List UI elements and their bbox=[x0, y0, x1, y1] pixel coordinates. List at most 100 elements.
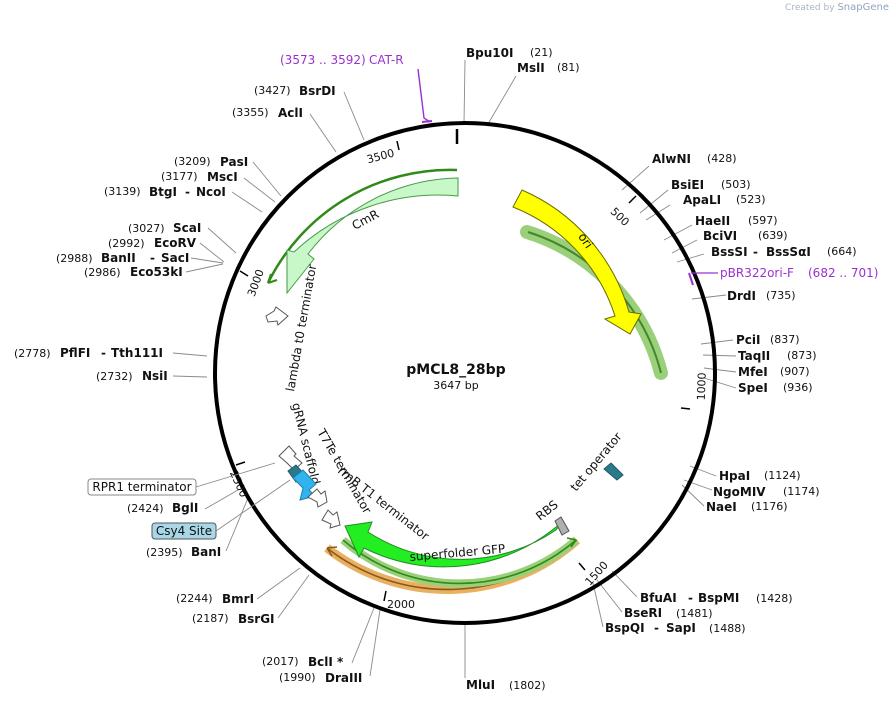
cat-r-primer[interactable] bbox=[417, 68, 433, 123]
enzyme-mlui[interactable]: MluI bbox=[466, 678, 495, 692]
enzyme-ecorv-pos: (2992) bbox=[108, 237, 145, 250]
enzyme-bcli[interactable]: BclI * bbox=[308, 655, 344, 669]
enzyme-spei[interactable]: SpeI bbox=[738, 381, 768, 395]
enzyme-pcii[interactable]: PciI bbox=[736, 333, 761, 347]
superfolder-gfp-feature[interactable] bbox=[324, 521, 580, 594]
enzyme-bfuai[interactable]: BfuAI bbox=[640, 591, 677, 605]
enzyme-bspmi[interactable]: BspMI bbox=[698, 591, 739, 605]
enzyme-drdi-pos: (735) bbox=[766, 289, 796, 302]
enzyme-msci[interactable]: MscI bbox=[207, 170, 238, 184]
enzyme-msli-pos: (81) bbox=[557, 61, 580, 74]
enzyme-bsssi[interactable]: BssSI bbox=[711, 245, 748, 259]
enzyme-nsii-pos: (2732) bbox=[96, 370, 133, 383]
rrnb-t1-terminator-arrow[interactable] bbox=[321, 509, 341, 529]
tet-operator-label: tet operator bbox=[568, 430, 625, 494]
enzyme-ecorv[interactable]: EcoRV bbox=[154, 236, 197, 250]
enzyme-bcli-pos: (2017) bbox=[262, 655, 299, 668]
enzyme-tth111i[interactable]: Tth111I bbox=[111, 346, 163, 360]
enzyme-pasi-pos: (3209) bbox=[174, 155, 211, 168]
enzyme-bgli[interactable]: BglI bbox=[172, 501, 198, 515]
enzyme-mfei[interactable]: MfeI bbox=[738, 365, 768, 379]
enzyme-btgi-sep: - bbox=[185, 185, 190, 199]
enzyme-alwni-pos: (428) bbox=[707, 152, 737, 165]
enzyme-taqii[interactable]: TaqII bbox=[738, 349, 770, 363]
enzyme-saci[interactable]: SacI bbox=[161, 251, 189, 265]
enzyme-banii-sep: - bbox=[150, 251, 155, 265]
enzyme-bpu10i[interactable]: Bpu10I bbox=[466, 46, 513, 60]
enzyme-naei[interactable]: NaeI bbox=[706, 500, 737, 514]
enzyme-pflfi-sep: - bbox=[101, 346, 106, 360]
enzyme-dralll[interactable]: DraIII bbox=[325, 671, 362, 685]
lambda-t0-terminator-arrow[interactable] bbox=[265, 306, 289, 326]
cmr-feature[interactable] bbox=[266, 168, 459, 295]
enzyme-alwni[interactable]: AlwNI bbox=[652, 152, 691, 166]
t7te-terminator-arrow[interactable] bbox=[307, 488, 328, 508]
enzyme-bsssai[interactable]: BssSαI bbox=[766, 245, 811, 259]
enzyme-apali[interactable]: ApaLI bbox=[683, 193, 721, 207]
enzyme-pflfi[interactable]: PflFI bbox=[60, 346, 90, 360]
enzyme-bsrgi[interactable]: BsrGI bbox=[238, 612, 275, 626]
enzyme-hpai[interactable]: HpaI bbox=[719, 469, 750, 483]
enzyme-ngomiv-pos: (1174) bbox=[783, 485, 820, 498]
cat-r-primer-label: CAT-R bbox=[369, 53, 404, 67]
tick-label-3000: 3000 bbox=[245, 268, 267, 299]
enzyme-bseri[interactable]: BseRI bbox=[624, 606, 662, 620]
enzyme-drdi[interactable]: DrdI bbox=[727, 289, 756, 303]
pbr322ori-f-primer[interactable] bbox=[688, 272, 718, 286]
enzyme-banii-pos: (2988) bbox=[56, 252, 93, 265]
pbr322ori-f-range: (682 .. 701) bbox=[808, 266, 878, 280]
enzyme-haeii[interactable]: HaeII bbox=[695, 214, 730, 228]
enzyme-bcivi[interactable]: BciVI bbox=[703, 229, 737, 243]
enzyme-bsiei-pos: (503) bbox=[721, 178, 751, 191]
enzyme-ngomiv[interactable]: NgoMIV bbox=[713, 485, 766, 499]
ori-feature[interactable] bbox=[512, 189, 668, 380]
enzyme-bpu10i-pos: (21) bbox=[530, 46, 553, 59]
csy4-site-box[interactable]: Csy4 Site bbox=[151, 522, 217, 540]
rpr1-terminator-box[interactable]: RPR1 terminator bbox=[87, 478, 197, 496]
enzyme-pcii-pos: (837) bbox=[770, 333, 800, 346]
enzyme-ncoi[interactable]: NcoI bbox=[196, 185, 226, 199]
enzyme-bspqi-pos: (1488) bbox=[709, 622, 746, 635]
enzyme-eco53ki-pos: (2986) bbox=[84, 266, 121, 279]
enzyme-naei-pos: (1176) bbox=[751, 500, 788, 513]
enzyme-bmri[interactable]: BmrI bbox=[222, 592, 254, 606]
grna-scaffold-arrow[interactable] bbox=[278, 445, 303, 471]
pbr322ori-f-label: pBR322ori-F bbox=[720, 266, 794, 280]
enzyme-bspqi-sep: - bbox=[654, 621, 659, 635]
enzyme-hpai-pos: (1124) bbox=[764, 469, 801, 482]
enzyme-acli[interactable]: AclI bbox=[278, 106, 303, 120]
enzyme-bani[interactable]: BanI bbox=[191, 545, 221, 559]
enzyme-banii[interactable]: BanII bbox=[101, 251, 136, 265]
tick-label-500: 500 bbox=[608, 205, 632, 229]
enzyme-pasi[interactable]: PasI bbox=[220, 155, 248, 169]
enzyme-mfei-pos: (907) bbox=[780, 365, 810, 378]
enzyme-msci-pos: (3177) bbox=[161, 170, 198, 183]
enzyme-spei-pos: (936) bbox=[783, 381, 813, 394]
enzyme-bspqi[interactable]: BspQI bbox=[605, 621, 645, 635]
enzyme-bfuai-sep: - bbox=[688, 591, 693, 605]
enzyme-sapi[interactable]: SapI bbox=[666, 621, 696, 635]
enzyme-bsrdi[interactable]: BsrDI bbox=[299, 84, 336, 98]
enzyme-acli-pos: (3355) bbox=[232, 106, 269, 119]
enzyme-haeii-pos: (597) bbox=[748, 214, 778, 227]
enzyme-scai[interactable]: ScaI bbox=[173, 221, 201, 235]
enzyme-mlui-pos: (1802) bbox=[509, 679, 546, 692]
enzyme-dralll-pos: (1990) bbox=[279, 671, 316, 684]
enzyme-msli[interactable]: MslI bbox=[517, 61, 545, 75]
tick-label-3500: 3500 bbox=[365, 147, 395, 167]
tet-operator-marker[interactable] bbox=[603, 462, 624, 481]
enzyme-bfuai-pos: (1428) bbox=[756, 592, 793, 605]
cat-r-primer-range: (3573 .. 3592) bbox=[280, 53, 366, 67]
enzyme-eco53ki[interactable]: Eco53kI bbox=[130, 265, 183, 279]
enzyme-bsrgi-pos: (2187) bbox=[192, 612, 229, 625]
enzyme-apali-pos: (523) bbox=[736, 193, 766, 206]
enzyme-pflfi-pos: (2778) bbox=[14, 347, 51, 360]
enzyme-bgli-pos: (2424) bbox=[127, 502, 164, 515]
enzyme-nsii[interactable]: NsiI bbox=[142, 369, 168, 383]
enzyme-btgi-pos: (3139) bbox=[104, 185, 141, 198]
enzyme-bcivi-pos: (639) bbox=[758, 229, 788, 242]
rbs-marker[interactable] bbox=[554, 516, 570, 536]
enzyme-btgi[interactable]: BtgI bbox=[149, 185, 177, 199]
enzyme-bsiei[interactable]: BsiEI bbox=[671, 178, 704, 192]
